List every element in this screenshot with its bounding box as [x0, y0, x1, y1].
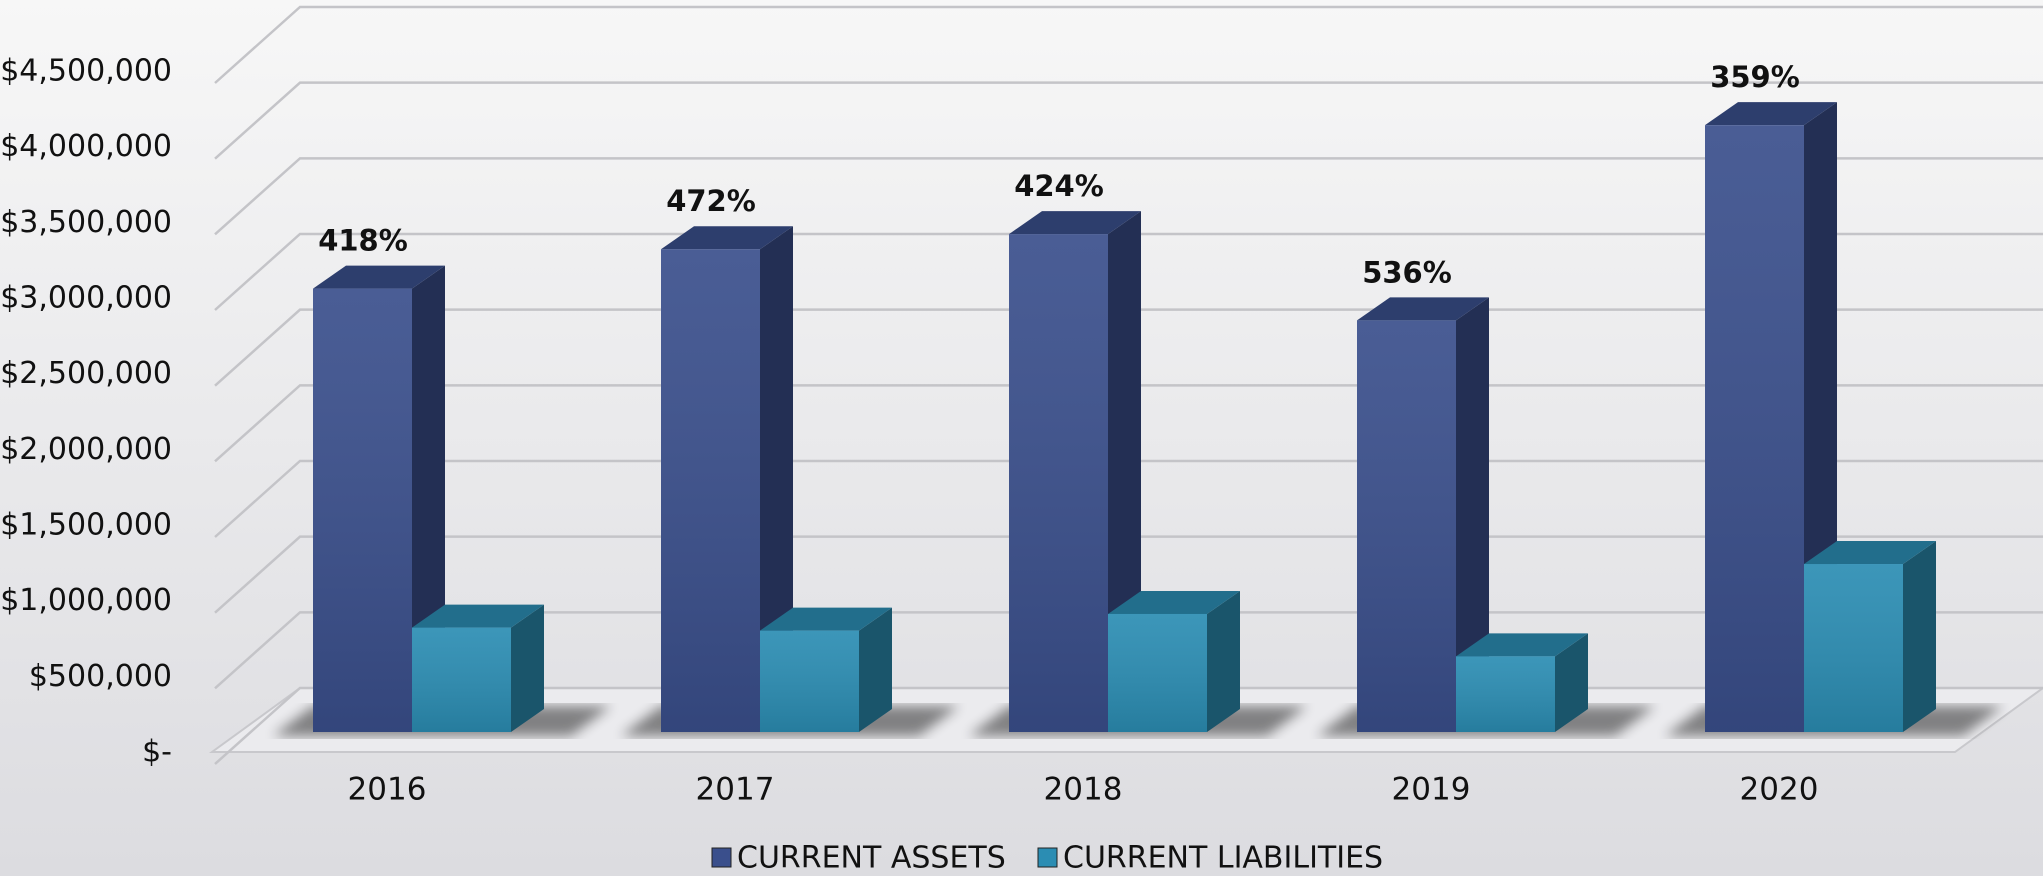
- y-tick-label: $2,500,000: [0, 356, 172, 391]
- y-tick-label: $-: [142, 735, 172, 770]
- grid-line: [214, 157, 2043, 236]
- legend-label: CURRENT LIABILITIES: [1063, 841, 1383, 876]
- bar-face: [760, 607, 892, 631]
- x-tick-label: 2019: [1392, 772, 1471, 808]
- bar-face: [412, 627, 511, 732]
- bar: [1804, 541, 1936, 732]
- bar-face: [859, 607, 892, 732]
- bar-face: [1456, 633, 1588, 657]
- x-tick-label: 2017: [696, 772, 775, 808]
- y-tick-label: $4,500,000: [0, 54, 172, 89]
- bar-face: [1108, 613, 1207, 732]
- bar-face: [1357, 320, 1456, 732]
- bar-face: [313, 288, 412, 732]
- bar-face: [1903, 541, 1936, 732]
- bar-face: [1804, 541, 1936, 565]
- ratio-label: 418%: [318, 224, 408, 258]
- bar-face: [1705, 102, 1837, 126]
- x-tick-label: 2016: [348, 772, 427, 808]
- grid-line: [214, 5, 2043, 84]
- bar-face: [511, 604, 544, 732]
- bar-face: [1456, 656, 1555, 732]
- bar-face: [760, 226, 793, 732]
- y-tick-label: $500,000: [29, 659, 172, 694]
- y-tick-label: $2,000,000: [0, 432, 172, 467]
- bar-face: [1456, 297, 1489, 732]
- ratio-label: 359%: [1710, 60, 1800, 94]
- bar: [412, 604, 544, 732]
- bar-face: [1207, 590, 1240, 732]
- bar-face: [1555, 633, 1588, 732]
- bar: [313, 265, 445, 732]
- y-tick-label: $1,000,000: [0, 583, 172, 618]
- legend-swatch: [1037, 847, 1058, 868]
- bar: [760, 607, 892, 732]
- ratio-label: 472%: [666, 184, 756, 218]
- bar-face: [1804, 564, 1903, 732]
- bar-face: [1108, 590, 1240, 614]
- bar-face: [661, 226, 793, 250]
- bar-face: [1009, 234, 1108, 732]
- legend-swatch: [711, 847, 732, 868]
- y-tick-label: $3,500,000: [0, 205, 172, 240]
- y-tick-label: $3,000,000: [0, 281, 172, 316]
- grid-line: [214, 232, 2043, 311]
- bar-face: [412, 604, 544, 628]
- legend-label: CURRENT ASSETS: [737, 841, 1006, 876]
- bar: [661, 226, 793, 732]
- bar: [1009, 211, 1141, 732]
- bar: [1456, 633, 1588, 732]
- y-tick-label: $4,000,000: [0, 129, 172, 164]
- bar-face: [1357, 297, 1489, 321]
- bar-face: [1009, 211, 1141, 235]
- ratio-label: 424%: [1014, 169, 1104, 203]
- x-tick-label: 2018: [1044, 772, 1123, 808]
- x-tick-label: 2020: [1740, 772, 1819, 808]
- grid-line: [214, 81, 2043, 160]
- bar-face: [1705, 125, 1804, 733]
- ratio-label: 536%: [1362, 255, 1452, 289]
- bar-face: [760, 630, 859, 732]
- bar: [1705, 102, 1837, 733]
- bar-face: [313, 265, 445, 289]
- bar-face: [661, 249, 760, 732]
- bar: [1108, 590, 1240, 732]
- y-tick-label: $1,500,000: [0, 508, 172, 543]
- bar: [1357, 297, 1489, 732]
